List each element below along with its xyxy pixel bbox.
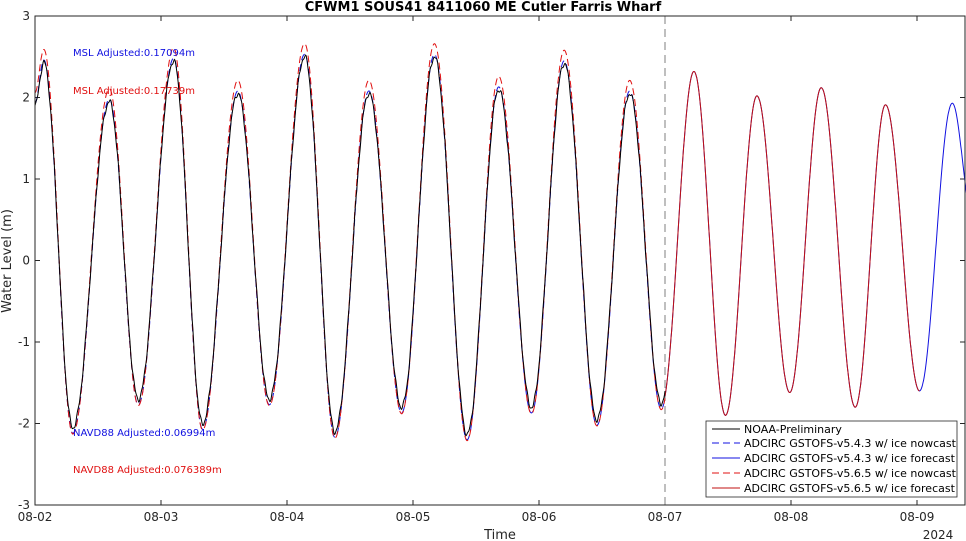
annotation-navd88-v543: NAVD88 Adjusted:0.06994m: [73, 428, 215, 439]
y-axis: -3 -2 -1 0 1 2 3: [18, 9, 965, 512]
svg-text:ADCIRC GSTOFS-v5.6.5 w/ ice no: ADCIRC GSTOFS-v5.6.5 w/ ice nowcast: [744, 467, 957, 480]
y-tick-label: 2: [22, 91, 30, 105]
legend-entry-v565-forecast: ADCIRC GSTOFS-v5.6.5 w/ ice forecast: [712, 482, 956, 495]
series-line-0: [34, 54, 666, 437]
datum-annotations: MSL Adjusted:0.17094m MSL Adjusted:0.177…: [73, 48, 222, 476]
x-tick-label: 08-09: [900, 510, 935, 524]
legend-box: [705, 420, 958, 498]
x-tick-label: 08-02: [18, 510, 53, 524]
legend-entry-v543-nowcast: ADCIRC GSTOFS-v5.4.3 w/ ice nowcast: [712, 437, 957, 450]
svg-text:NOAA-Preliminary: NOAA-Preliminary: [744, 423, 842, 436]
series-line-4: [664, 71, 920, 416]
legend-entry-v565-nowcast: ADCIRC GSTOFS-v5.6.5 w/ ice nowcast: [712, 467, 957, 480]
x-tick-label: 08-05: [396, 510, 431, 524]
y-tick-label: 1: [22, 172, 30, 186]
y-tick-label: 0: [22, 254, 30, 268]
annotation-navd88-v565: NAVD88 Adjusted:0.076389m: [73, 465, 222, 476]
x-tick-label: 08-03: [144, 510, 179, 524]
y-tick-label: -1: [18, 335, 30, 349]
x-axis-year-label: 2024: [923, 528, 954, 541]
y-tick-label: 3: [22, 9, 30, 23]
svg-text:ADCIRC GSTOFS-v5.4.3 w/ ice no: ADCIRC GSTOFS-v5.4.3 w/ ice nowcast: [744, 437, 957, 450]
legend-entry-noaa: NOAA-Preliminary: [712, 423, 842, 436]
legend-entry-v543-forecast: ADCIRC GSTOFS-v5.4.3 w/ ice forecast: [712, 452, 956, 465]
x-tick-label: 08-08: [774, 510, 809, 524]
y-tick-label: -2: [18, 417, 30, 431]
annotation-msl-v543: MSL Adjusted:0.17094m: [73, 48, 195, 59]
plot-frame: [34, 15, 966, 506]
x-tick-label: 08-06: [522, 510, 557, 524]
x-axis-label: Time: [483, 528, 516, 541]
y-tick-label: -3: [18, 498, 30, 512]
series-group: [34, 43, 966, 442]
x-tick-label: 08-07: [648, 510, 683, 524]
x-tick-label: 08-04: [270, 510, 305, 524]
annotation-msl-v565: MSL Adjusted:0.17739m: [73, 86, 195, 97]
svg-text:ADCIRC GSTOFS-v5.4.3 w/ ice fo: ADCIRC GSTOFS-v5.4.3 w/ ice forecast: [744, 452, 956, 465]
x-axis: 08-02 08-03 08-04 08-05 08-06 08-07 08-08 08-09: [18, 16, 935, 524]
y-axis-label: Water Level (m): [0, 209, 15, 313]
legend: NOAA-Preliminary ADCIRC GSTOFS-v5.4.3 w/…: [705, 420, 958, 498]
svg-text:ADCIRC GSTOFS-v5.6.5 w/ ice fo: ADCIRC GSTOFS-v5.6.5 w/ ice forecast: [744, 482, 956, 495]
chart-title: CFWM1 SOUS41 8411060 ME Cutler Farris Wh…: [305, 0, 662, 15]
